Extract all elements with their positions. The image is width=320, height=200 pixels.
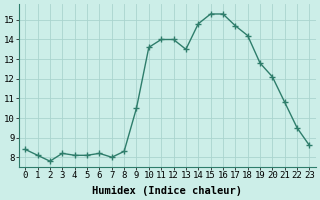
X-axis label: Humidex (Indice chaleur): Humidex (Indice chaleur)	[92, 186, 242, 196]
